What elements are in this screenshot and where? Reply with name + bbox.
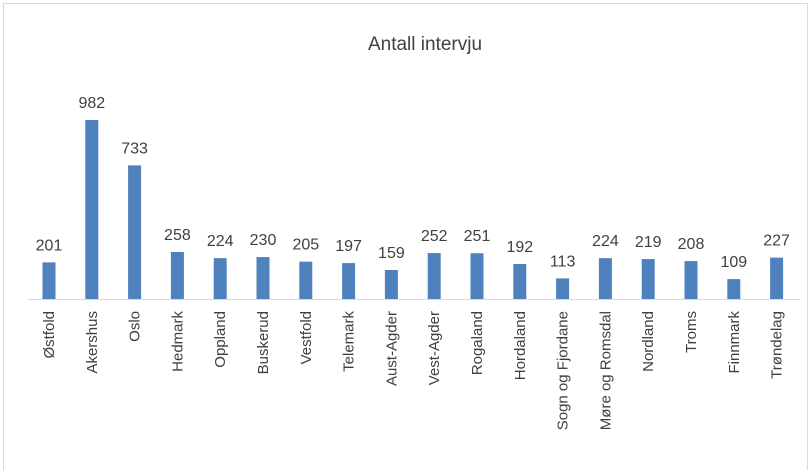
value-label: 227 — [763, 233, 790, 250]
bar — [684, 261, 698, 299]
value-label: 224 — [592, 233, 619, 250]
x-tick-label: Oslo — [127, 311, 144, 342]
value-label: 252 — [421, 228, 448, 245]
value-label: 197 — [335, 238, 362, 255]
bar — [42, 262, 56, 299]
x-tick-label: Vest-Agder — [426, 311, 443, 385]
x-tick-label: Telemark — [341, 311, 358, 372]
value-label: 258 — [164, 227, 191, 244]
x-tick-label: Hordaland — [512, 311, 529, 380]
x-tick-label: Akershus — [84, 311, 101, 374]
x-tick-label: Møre og Romsdal — [597, 311, 614, 430]
x-tick-label: Hedmark — [169, 311, 186, 372]
value-label: 205 — [292, 237, 319, 254]
value-label: 982 — [78, 95, 105, 112]
bar — [556, 278, 570, 299]
value-label: 230 — [250, 232, 277, 249]
chart-title: Antall intervju — [368, 34, 482, 55]
x-tick-label: Buskerud — [255, 311, 272, 374]
bar — [85, 120, 99, 299]
value-label: 192 — [506, 239, 533, 256]
x-tick-label: Sogn og Fjordane — [555, 311, 572, 430]
bar — [170, 251, 184, 299]
value-label: 208 — [678, 236, 705, 253]
value-label: 251 — [464, 228, 491, 245]
bar — [342, 263, 356, 299]
value-label: 224 — [207, 233, 234, 250]
bar — [641, 259, 655, 299]
x-tick-label: Troms — [683, 311, 700, 353]
value-label: 113 — [550, 253, 576, 270]
x-tick-label: Trøndelag — [769, 311, 786, 379]
bar — [770, 257, 784, 299]
bar — [727, 279, 741, 299]
bar — [128, 165, 142, 299]
x-tick-label: Nordland — [640, 311, 657, 372]
bar — [213, 258, 227, 299]
x-tick-label: Aust-Agder — [383, 311, 400, 386]
x-tick-label: Vestfold — [298, 311, 315, 364]
x-tick-label: Østfold — [41, 311, 58, 359]
bar — [513, 264, 527, 299]
value-label: 219 — [635, 234, 662, 251]
value-label: 159 — [378, 245, 405, 262]
bar — [256, 257, 270, 299]
x-tick-label: Rogaland — [469, 311, 486, 375]
bar — [427, 253, 441, 299]
value-label: 201 — [36, 237, 63, 254]
x-tick-label: Oppland — [212, 311, 229, 368]
x-tick-label: Finnmark — [726, 311, 743, 374]
value-label: 109 — [720, 254, 747, 271]
value-label: 733 — [121, 140, 148, 157]
bar — [470, 253, 484, 299]
bar — [299, 261, 313, 299]
bar — [598, 258, 612, 299]
bar — [384, 270, 398, 299]
